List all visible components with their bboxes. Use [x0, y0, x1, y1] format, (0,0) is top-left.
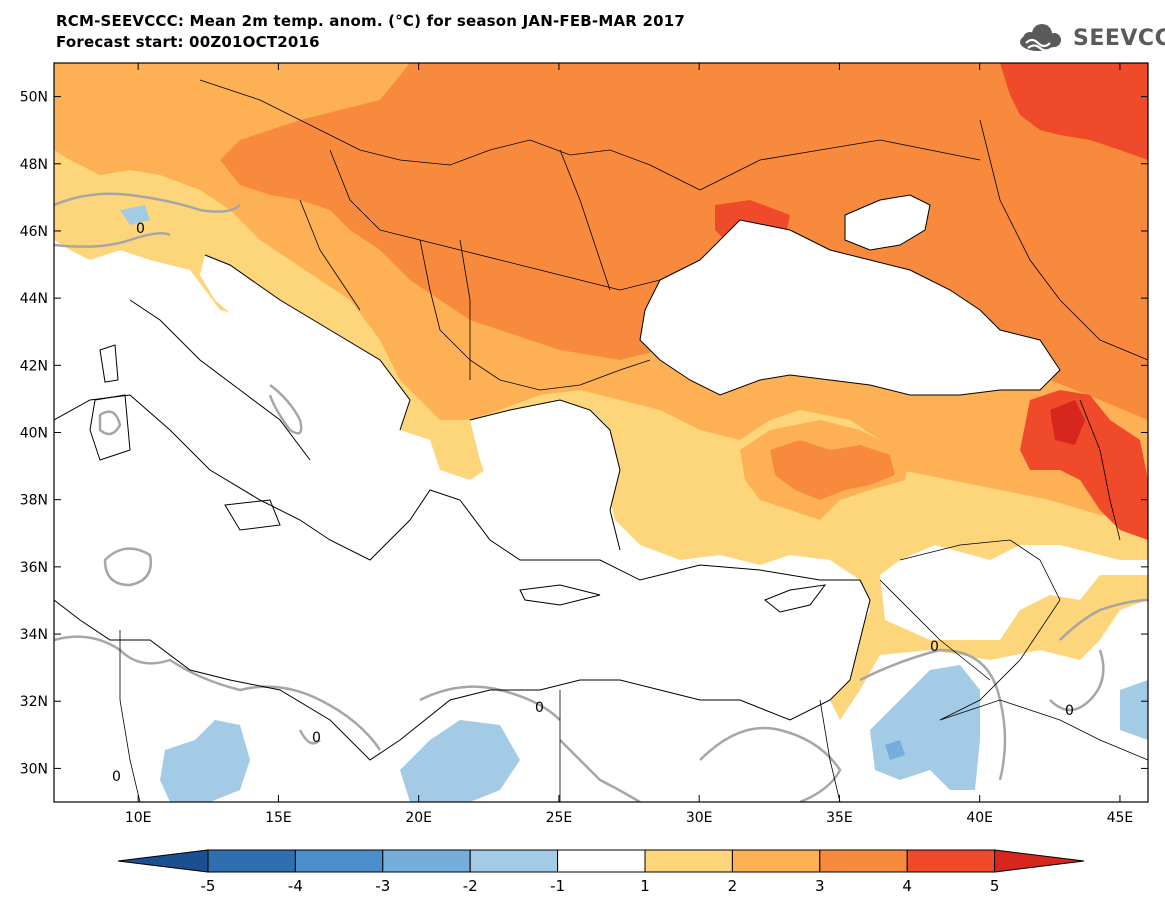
logo-text: SEEVCCC — [1073, 26, 1165, 51]
anomaly-neg-area-east — [1120, 680, 1148, 740]
colorbar-segment — [819, 849, 908, 873]
colorbar-label: 3 — [815, 877, 825, 895]
colorbar-segment — [294, 849, 384, 873]
colorbar-label: 2 — [728, 877, 738, 895]
anomaly-neg-area-alps — [120, 205, 150, 225]
lon-tick-label: 30E — [686, 810, 713, 826]
mediterranean-sea — [54, 395, 870, 760]
colorbar-label: -1 — [550, 877, 565, 895]
latitude-axis: 50N 48N 46N 44N 42N 40N 38N 36N 34N 32N 30N — [20, 90, 1148, 777]
colorbar-segment — [731, 849, 821, 873]
tyrrhenian-sea — [110, 300, 320, 500]
lat-tick-label: 42N — [20, 358, 48, 374]
map-field: 0 0 0 0 0 0 — [54, 63, 1148, 802]
contour-label: 0 — [1065, 703, 1074, 719]
lat-tick-label: 50N — [20, 90, 48, 106]
contour-labels: 0 0 0 0 0 0 — [112, 221, 1074, 785]
colorbar-segment — [382, 849, 471, 873]
colorbar-segment — [906, 849, 996, 873]
contour-label: 0 — [112, 769, 121, 785]
colorbar-label: 1 — [640, 877, 650, 895]
anomaly-neg-area-deep — [885, 740, 905, 760]
colorbar-segment — [469, 849, 559, 873]
adriatic-sea — [200, 255, 410, 430]
coastlines — [54, 194, 1061, 761]
lat-tick-label: 38N — [20, 493, 48, 509]
colorbar-label: -5 — [201, 877, 216, 895]
lon-tick-label: 40E — [966, 810, 993, 826]
contour-label: 0 — [535, 700, 544, 716]
anomaly-5-plus-area — [1050, 400, 1085, 445]
anomaly-4-5-area-caucasus — [1020, 390, 1148, 540]
lat-tick-label: 30N — [20, 761, 48, 777]
lat-tick-label: 46N — [20, 224, 48, 240]
colorbar-arrow-high — [994, 849, 1085, 873]
lat-tick-label: 36N — [20, 560, 48, 576]
colorbar-label: -2 — [463, 877, 478, 895]
lon-tick-label: 15E — [265, 810, 292, 826]
lon-tick-label: 35E — [826, 810, 853, 826]
black-sea — [640, 220, 1060, 395]
contour-label: 0 — [312, 730, 321, 746]
anomaly-4-5-area-northeast — [1000, 63, 1148, 160]
colorbar: -5 -4 -3 -2 -1 1 2 3 4 5 — [117, 849, 1085, 895]
anomaly-neg-area-arabia — [870, 665, 980, 790]
colorbar-label: -4 — [288, 877, 303, 895]
contour-label: 0 — [136, 221, 145, 237]
zero-contours — [54, 192, 1148, 802]
colorbar-segment — [207, 849, 296, 873]
lat-tick-label: 32N — [20, 694, 48, 710]
lon-tick-label: 10E — [125, 810, 152, 826]
lat-tick-label: 34N — [20, 627, 48, 643]
forecast-start-label: Forecast start: 00Z01OCT2016 — [56, 33, 320, 51]
lon-tick-label: 20E — [405, 810, 432, 826]
lat-tick-label: 44N — [20, 291, 48, 307]
seevccc-logo — [1020, 24, 1061, 52]
colorbar-label: -3 — [375, 877, 390, 895]
anomaly-neg-area-egypt — [400, 720, 520, 802]
aegean-sea — [470, 400, 620, 560]
colorbar-segment — [557, 849, 646, 873]
colorbar-label: 5 — [990, 877, 1000, 895]
lat-tick-label: 48N — [20, 157, 48, 173]
colorbar-arrow-low — [117, 849, 209, 873]
longitude-axis: 10E 15E 20E 25E 30E 35E 40E 45E — [125, 63, 1133, 826]
lon-tick-label: 45E — [1107, 810, 1134, 826]
map-title: RCM-SEEVCCC: Mean 2m temp. anom. (°C) fo… — [56, 12, 685, 30]
azov-sea — [845, 195, 930, 250]
colorbar-label: 4 — [902, 877, 912, 895]
contour-label: 0 — [930, 639, 939, 655]
lon-tick-label: 25E — [546, 810, 573, 826]
country-borders — [119, 79, 1148, 802]
lat-tick-label: 40N — [20, 426, 48, 442]
anomaly-3-4-area-central — [770, 440, 895, 500]
colorbar-segment — [644, 849, 733, 873]
anomaly-neg-area-libya — [160, 720, 250, 802]
